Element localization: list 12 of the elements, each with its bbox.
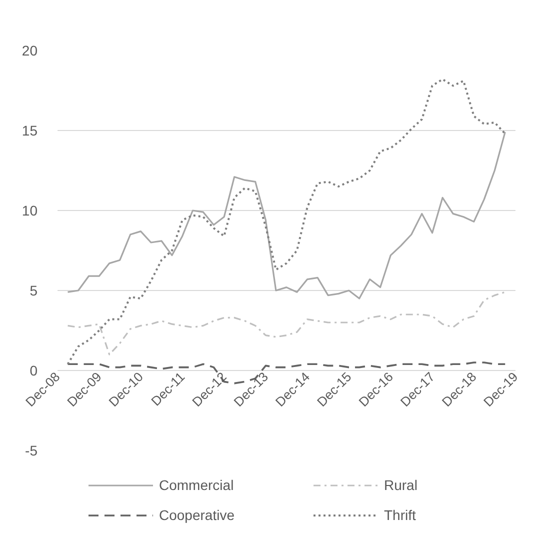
line-series	[66, 291, 506, 356]
line-series	[66, 131, 506, 300]
y-tick-label: -5	[25, 442, 38, 458]
legend-label: Commercial	[159, 477, 235, 493]
y-tick-label: 10	[22, 202, 38, 218]
y-tick-label: 20	[22, 42, 38, 58]
legend-label: Thrift	[384, 507, 417, 523]
legend-label: Rural	[384, 477, 418, 493]
y-tick-label: 15	[22, 122, 38, 138]
y-tick-label: 5	[30, 282, 38, 298]
line-series	[66, 78, 506, 366]
legend-label: Cooperative	[159, 507, 236, 523]
